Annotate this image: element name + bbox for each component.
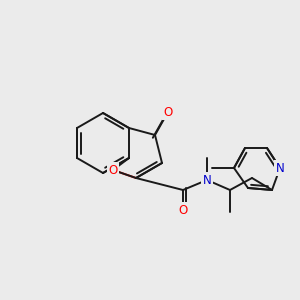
Text: O: O xyxy=(178,203,188,217)
Text: N: N xyxy=(202,173,211,187)
Text: N: N xyxy=(276,161,284,175)
Text: O: O xyxy=(164,106,172,118)
Text: O: O xyxy=(108,164,118,176)
